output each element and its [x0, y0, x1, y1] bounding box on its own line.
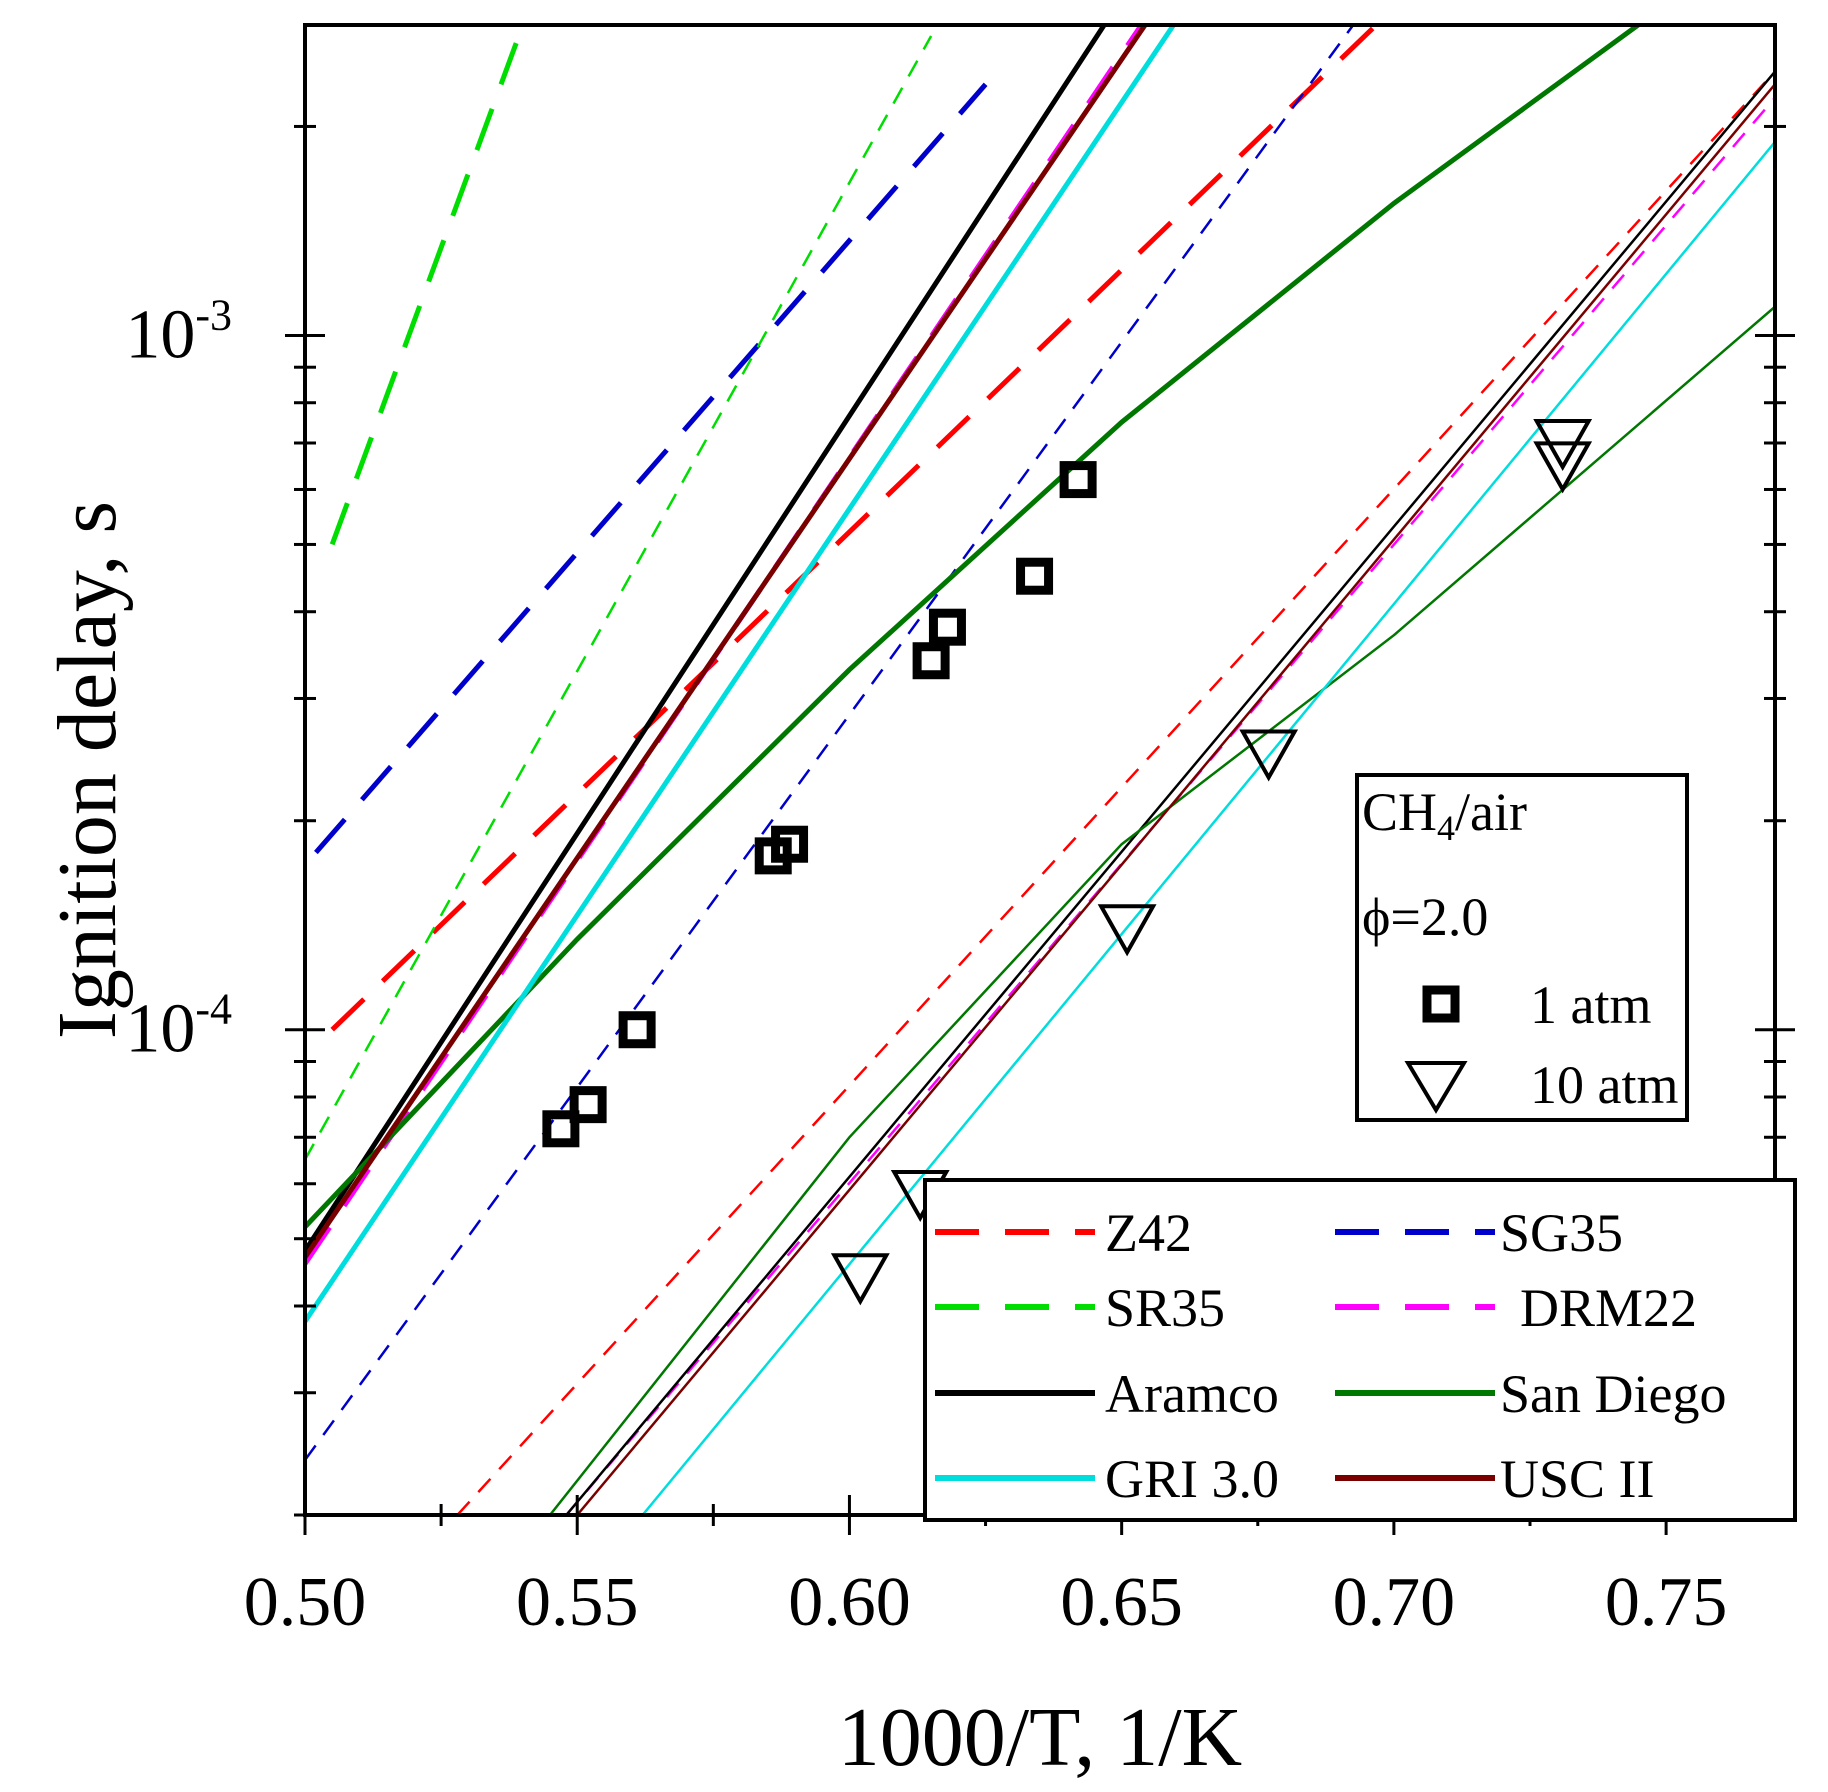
data-point-1atm [1016, 557, 1054, 595]
legend-label-usc-ii: USC II [1500, 1449, 1655, 1509]
pressure-label-10atm: 10 atm [1530, 1055, 1678, 1115]
series-line-sr35-1-atm [329, 25, 526, 546]
legend-label-drm22: DRM22 [1520, 1278, 1697, 1338]
legend-label-z42: Z42 [1105, 1203, 1192, 1263]
x-tick-label: 0.50 [244, 1564, 367, 1641]
mixture-label: CH4/air [1362, 782, 1527, 848]
series-line-aramco-1-atm [305, 25, 1108, 1253]
x-tick-label: 0.60 [788, 1564, 911, 1641]
series-legend-frame [923, 1178, 1797, 1522]
x-axis-title: 1000/T, 1/K [838, 1691, 1242, 1784]
conditions-box: CH4/air ϕ=2.0 1 atm 10 atm [1355, 773, 1689, 1122]
triangle-marker-key [1404, 1061, 1468, 1114]
data-point-1atm [1059, 461, 1097, 499]
series-legend: Z42 SG35 SR35 DRM22 Aramco San Diego GRI… [923, 1178, 1797, 1522]
y-axis-title: Ignition delay, s [41, 501, 134, 1039]
series-line-usc-ii-10-atm [576, 83, 1775, 1515]
data-point-1atm [771, 825, 809, 863]
series-line-z42-10-atm [456, 70, 1775, 1515]
equivalence-ratio-label: ϕ=2.0 [1362, 887, 1488, 947]
legend-label-sg35: SG35 [1500, 1203, 1623, 1263]
legend-label-san-diego: San Diego [1500, 1364, 1726, 1424]
data-point-1atm [569, 1086, 607, 1124]
series-line-gri-3-0-1-atm [305, 25, 1177, 1323]
series-line-aramco-10-atm [565, 70, 1775, 1515]
data-point-1atm [928, 608, 966, 646]
series-line-sg35-1-atm [314, 82, 988, 855]
series-line-gri-3-0-10-atm [641, 141, 1775, 1515]
y-tick-label: 10-4 [125, 985, 232, 1068]
series-line-san-diego-10-atm [549, 305, 1775, 1515]
pressure-label-1atm: 1 atm [1530, 975, 1651, 1035]
data-point-10atm [1097, 904, 1157, 957]
square-marker-key [1422, 985, 1460, 1023]
series-line-usc-ii-1-atm [305, 25, 1149, 1259]
data-point-10atm [1239, 729, 1299, 782]
legend-label-gri30: GRI 3.0 [1105, 1449, 1279, 1509]
series-line-z42-1-atm [330, 25, 1380, 1032]
series-line-sr35-10-atm [305, 35, 933, 1161]
y-tick-label: 10-3 [125, 290, 232, 373]
x-tick-label: 0.75 [1605, 1564, 1728, 1641]
x-tick-label: 0.55 [516, 1564, 639, 1641]
legend-label-aramco: Aramco [1105, 1364, 1279, 1424]
data-point-10atm [1533, 441, 1593, 494]
data-point-1atm [542, 1110, 580, 1148]
legend-label-sr35: SR35 [1105, 1278, 1225, 1338]
x-tick-label: 0.65 [1060, 1564, 1183, 1641]
data-point-10atm [830, 1253, 890, 1306]
data-point-1atm [618, 1011, 656, 1049]
data-point-1atm [912, 642, 950, 680]
x-tick-label: 0.70 [1333, 1564, 1456, 1641]
